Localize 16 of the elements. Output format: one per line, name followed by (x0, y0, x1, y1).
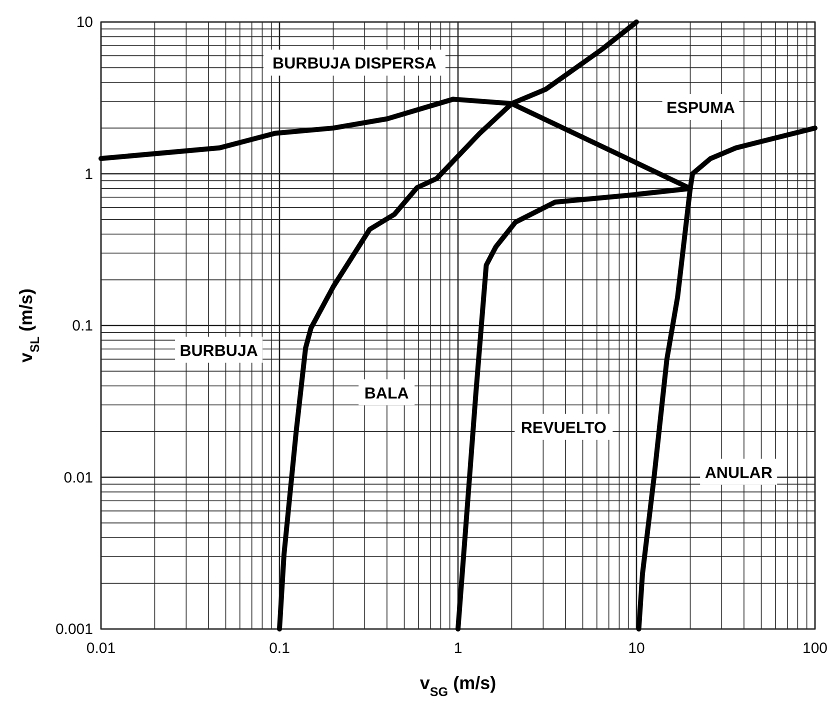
annotation: ESPUMA (666, 100, 736, 117)
y-tick-label: 10 (76, 14, 93, 31)
annotation: ANULAR (704, 464, 773, 482)
x-tick-label: 1 (454, 640, 462, 657)
annotation: BURBUJA (180, 342, 258, 360)
annotation: BALA (364, 385, 410, 402)
y-tick-label: 0.1 (72, 318, 93, 334)
y-tick-label: 0.001 (55, 621, 93, 638)
annotation: BURBUJA DISPERSA (272, 56, 437, 73)
annotation: REVUELTO (520, 420, 606, 437)
x-tick-label: 10 (628, 640, 645, 657)
y-tick-label: 0.01 (64, 469, 93, 486)
x-tick-label: 100 (802, 640, 828, 657)
x-axis-title: v$_{SG}$ (m/s) (420, 673, 496, 699)
x-tick-label: 0.1 (269, 640, 290, 657)
y-tick-label: 1 (84, 166, 93, 183)
